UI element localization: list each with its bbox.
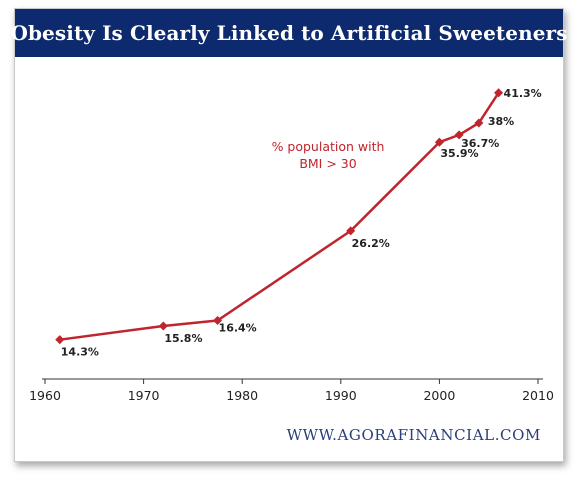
x-tick-label-1: 1970 [128,388,160,403]
data-label-5: 36.7% [461,137,499,150]
chart-title: Obesity Is Clearly Linked to Artificial … [10,9,567,57]
data-label-2: 16.4% [219,321,257,334]
data-point-6 [474,118,484,128]
series-annotation-line2: BMI > 30 [299,156,356,171]
data-label-4: 35.9% [440,147,478,160]
footer-source: WWW.AGORAFINANCIAL.COM [286,426,541,444]
data-label-0: 14.3% [61,346,99,359]
data-point-1 [158,321,168,331]
x-ticks: 1960 1970 1980 1990 2000 2010 [29,379,554,403]
data-point-4 [434,137,444,147]
data-point-0 [55,335,65,345]
data-label-1: 15.8% [164,332,202,345]
x-tick-label-2: 1980 [226,388,258,403]
chart-card: Obesity Is Clearly Linked to Artificial … [10,8,567,462]
data-points [55,88,504,345]
data-labels: 14.3% 15.8% 16.4% 26.2% 35.9%36.7% 38% 41.3% [61,87,542,359]
data-label-3: 26.2% [352,237,390,250]
data-label-7: 41.3% [504,87,542,100]
x-tick-label-5: 2010 [522,388,554,403]
data-label-6: 38% [488,115,514,128]
line-chart: 1960 1970 1980 1990 2000 2010 14.3% 15.8% 16.4%… [29,87,554,403]
x-tick-label-4: 2000 [423,388,455,403]
x-tick-label-3: 1990 [325,388,357,403]
data-point-2 [213,315,223,326]
series-line [59,92,500,341]
series-annotation-line1: % population with [272,139,385,154]
x-tick-label-0: 1960 [29,388,61,403]
data-point-5 [454,130,464,140]
